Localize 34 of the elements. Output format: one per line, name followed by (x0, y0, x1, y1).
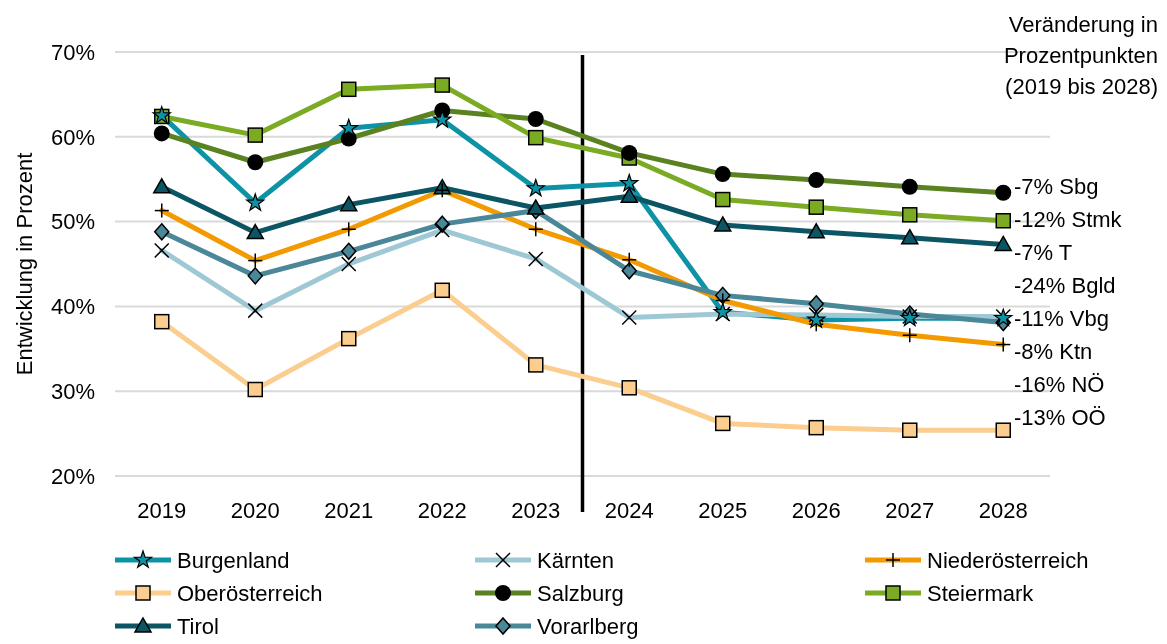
y-tick-label: 20% (50, 463, 95, 489)
annotation: Veränderung in Prozentpunkten (2019 bis 2028) (1003, 12, 1158, 99)
x-tick-label: 2026 (791, 498, 841, 523)
x-tick-label: 2022 (417, 498, 467, 523)
annotation: -13% OÖ (1014, 404, 1106, 430)
annotation: -16% NÖ (1014, 371, 1105, 397)
legend-label: Niederösterreich (927, 547, 1089, 573)
x-tick-label: 2028 (978, 498, 1028, 523)
x-tick-label: 2025 (698, 498, 748, 523)
annotation: -24% Bgld (1014, 272, 1116, 298)
y-tick-label: 60% (50, 124, 95, 150)
x-tick-label: 2023 (511, 498, 561, 523)
x-tick-label: 2021 (324, 498, 374, 523)
legend-label: Oberösterreich (177, 580, 323, 606)
annotation: -12% Stmk (1014, 206, 1123, 232)
x-tick-label: 2020 (230, 498, 280, 523)
y-tick-label: 70% (50, 39, 95, 65)
annotation: -7% T (1014, 239, 1073, 265)
x-tick-label: 2027 (885, 498, 935, 523)
legend-label: Vorarlberg (537, 613, 639, 639)
y-tick-label: 30% (50, 378, 95, 404)
legend-label: Tirol (177, 613, 219, 639)
legend-label: Kärnten (537, 547, 615, 573)
y-tick-label: 40% (50, 294, 95, 320)
x-tick-label: 2019 (137, 498, 187, 523)
y-axis-title: Entwicklung in Prozent (12, 152, 37, 376)
legend-label: Salzburg (537, 580, 624, 606)
annotation: -7% Sbg (1014, 173, 1099, 199)
x-tick-label: 2024 (604, 498, 654, 523)
annotation: -11% Vbg (1014, 305, 1109, 331)
annotation: -8% Ktn (1014, 338, 1093, 364)
legend-label: Steiermark (927, 580, 1035, 606)
legend-label: Burgenland (177, 547, 290, 573)
y-tick-label: 50% (50, 209, 95, 235)
